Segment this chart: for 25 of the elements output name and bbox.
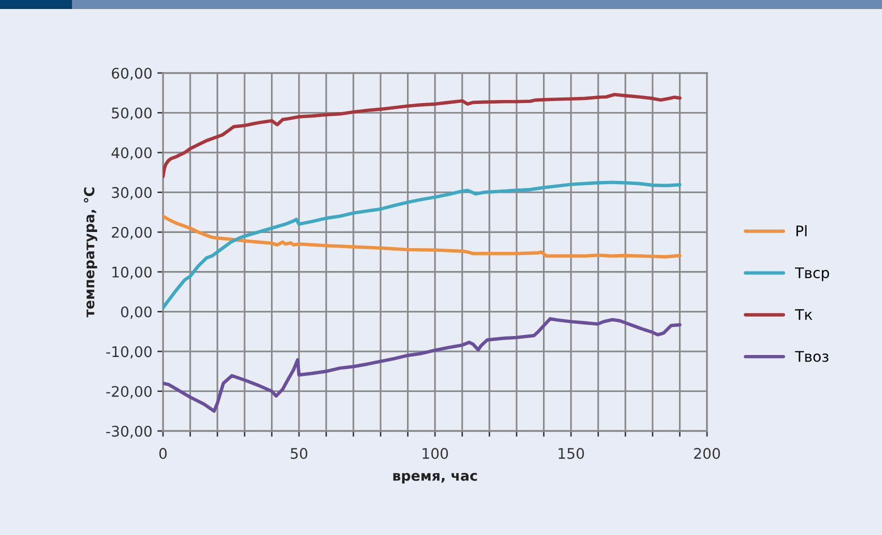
y-tick-label: 10,00 [112,266,152,280]
y-tick-label: 50,00 [112,107,152,120]
legend-label: Твср [795,267,830,282]
y-tick-label: -20,00 [106,386,152,398]
line-series [163,317,682,413]
y-tick-label: 30,00 [112,187,152,200]
y-tick-label: 20,00 [112,226,152,240]
x-tick-label: 0 [159,448,167,459]
y-tick-label: 60,00 [112,68,152,80]
legend-label: Тк [795,309,812,320]
y-tick-label: 0,00 [121,306,152,319]
y-tick-label: -10,00 [106,346,152,359]
legend-label: Твоз [795,351,828,362]
legend-label: Pl [796,225,807,236]
line-series [163,214,682,258]
x-tick-label: 50 [290,448,308,459]
x-tick-label: 100 [422,448,448,459]
y-tick-label: 40,00 [112,147,152,160]
x-tick-label: 150 [558,448,584,459]
y-axis-title: температура, °С [84,187,98,318]
y-tick-label: -30,00 [106,426,152,438]
line-series [163,92,682,178]
x-axis-title: время, час [393,472,477,484]
line-series [163,180,682,310]
x-tick-label: 200 [694,448,720,459]
